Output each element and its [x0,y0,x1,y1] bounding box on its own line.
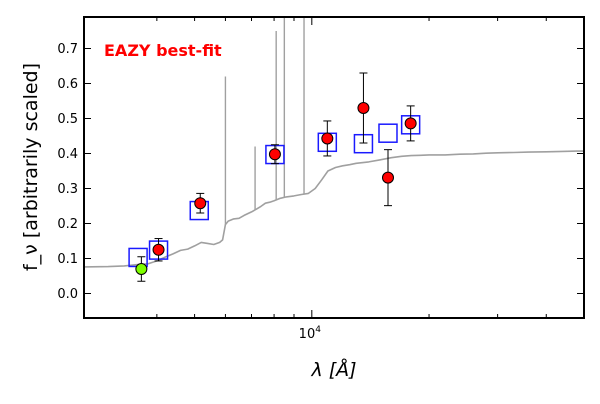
observed-flux-point [321,132,334,145]
observed-flux-point [268,148,281,161]
y-tick-label: 0.0 [57,287,78,302]
x-tick-label-exponent: 4 [315,325,321,335]
y-tick-label: 0.3 [57,182,78,197]
x-axis-label: λ [Å] [310,358,356,381]
plot-frame [83,16,585,319]
observed-flux-points [135,102,417,275]
observed-flux-point [357,102,370,114]
y-tick-label: 0.4 [57,147,78,162]
chart-title: EAZY best-fit [104,41,222,60]
y-tick-label: 0.2 [57,217,78,232]
observed-flux-point [152,243,165,256]
model-flux-box [378,123,398,143]
plot-area [84,17,584,282]
observed-flux-point [381,171,394,184]
sed-template-line [84,150,584,268]
observed-flux-point [194,197,207,210]
y-axis: 0.0 0.1 0.2 0.3 0.4 0.5 0.6 0.7 [57,42,584,302]
y-tick-label: 0.6 [57,77,78,92]
y-tick-label: 0.5 [57,112,78,127]
y-tick-label: 0.7 [57,42,78,57]
y-tick-label: 0.1 [57,252,78,267]
y-axis-label: f_ν [arbitrarily scaled] [20,63,42,271]
highlighted-flux-point [135,263,148,275]
sed-emission-lines [224,17,305,225]
observed-flux-point [404,117,417,130]
